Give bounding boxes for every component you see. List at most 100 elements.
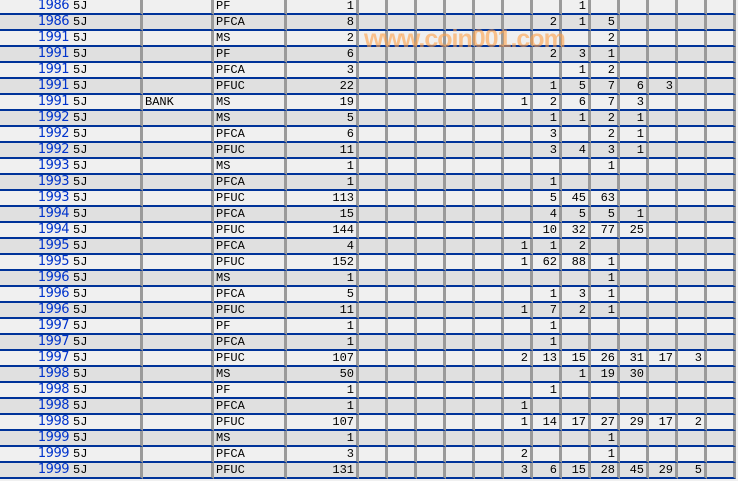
grade-count-cell [417,335,446,351]
year-link[interactable]: 1991 [37,30,70,45]
grade-count-cell [446,159,475,175]
grade-count-cell [475,223,504,239]
year-link[interactable]: 1986 [37,0,70,13]
grade-count-cell [707,95,736,111]
grade-count-cell [417,175,446,191]
grade-cell: PFUC [214,351,287,367]
table-row: 1998 5J PFUC 107 1 14 17 27 29 17 2 [0,415,736,431]
grade-count-cell [359,303,388,319]
grade-count-cell [620,255,649,271]
count-cell: 131 [287,463,359,479]
code-cell: 5J [71,111,143,127]
year-link[interactable]: 1991 [37,62,70,77]
year-link[interactable]: 1991 [37,46,70,61]
note-cell [143,79,214,95]
grade-count-cell [417,367,446,383]
grade-count-cell [707,15,736,31]
year-link[interactable]: 1998 [37,414,70,429]
year-link[interactable]: 1998 [37,398,70,413]
grade-count-cell [475,111,504,127]
year-link[interactable]: 1997 [37,334,70,349]
grade-count-cell [417,0,446,15]
grade-count-cell: 1 [562,63,591,79]
year-cell: 1992 [0,127,71,143]
count-cell: 6 [287,127,359,143]
grade-count-cell [620,271,649,287]
year-link[interactable]: 1997 [37,318,70,333]
grade-count-cell [359,271,388,287]
grade-count-cell [388,63,417,79]
year-link[interactable]: 1997 [37,350,70,365]
year-link[interactable]: 1986 [37,14,70,29]
grade-count-cell [562,127,591,143]
year-link[interactable]: 1998 [37,382,70,397]
grade-count-cell [475,399,504,415]
grade-count-cell [678,111,707,127]
grade-count-cell: 2 [591,63,620,79]
grade-count-cell: 1 [562,0,591,15]
grade-count-cell [475,31,504,47]
year-link[interactable]: 1996 [37,302,70,317]
grade-cell: PFUC [214,415,287,431]
year-link[interactable]: 1993 [37,158,70,173]
year-link[interactable]: 1994 [37,222,70,237]
grade-count-cell [359,143,388,159]
year-link[interactable]: 1994 [37,206,70,221]
grade-count-cell [707,175,736,191]
grade-count-cell [678,303,707,319]
grade-count-cell [707,447,736,463]
table-row: 1991 5J BANK MS 19 1 2 6 7 3 [0,95,736,111]
year-link[interactable]: 1999 [37,462,70,477]
count-cell: 1 [287,399,359,415]
grade-count-cell: 3 [504,463,533,479]
year-link[interactable]: 1993 [37,174,70,189]
grade-cell: MS [214,159,287,175]
year-link[interactable]: 1992 [37,142,70,157]
year-cell: 1994 [0,223,71,239]
year-link[interactable]: 1992 [37,110,70,125]
grade-count-cell [504,271,533,287]
year-link[interactable]: 1991 [37,78,70,93]
code-cell: 5J [71,95,143,111]
count-cell: 152 [287,255,359,271]
grade-count-cell [707,191,736,207]
grade-count-cell [649,367,678,383]
grade-count-cell [649,0,678,15]
grade-count-cell [417,415,446,431]
grade-count-cell [417,143,446,159]
year-link[interactable]: 1993 [37,190,70,205]
year-link[interactable]: 1999 [37,446,70,461]
grade-count-cell: 5 [678,463,707,479]
count-cell: 3 [287,63,359,79]
grade-count-cell: 3 [591,143,620,159]
year-link[interactable]: 1998 [37,366,70,381]
year-link[interactable]: 1995 [37,254,70,269]
grade-count-cell [475,95,504,111]
year-link[interactable]: 1999 [37,430,70,445]
grade-count-cell [359,0,388,15]
grade-count-cell [504,79,533,95]
grade-cell: PFUC [214,303,287,319]
year-link[interactable]: 1991 [37,94,70,109]
year-link[interactable]: 1995 [37,238,70,253]
grade-count-cell: 15 [562,351,591,367]
code-cell: 5J [71,447,143,463]
grade-count-cell [707,0,736,15]
grade-count-cell: 1 [591,271,620,287]
grade-count-cell [446,223,475,239]
grade-count-cell [620,399,649,415]
note-cell [143,287,214,303]
grade-count-cell [417,463,446,479]
year-link[interactable]: 1996 [37,270,70,285]
grade-count-cell [649,335,678,351]
note-cell [143,271,214,287]
grade-count-cell: 30 [620,367,649,383]
table-row: 1991 5J PF 6 2 3 1 [0,47,736,63]
grade-count-cell [359,367,388,383]
grade-count-cell [591,239,620,255]
grade-cell: PFCA [214,15,287,31]
year-link[interactable]: 1996 [37,286,70,301]
year-link[interactable]: 1992 [37,126,70,141]
note-cell [143,447,214,463]
table-row: 1992 5J PFUC 11 3 4 3 1 [0,143,736,159]
